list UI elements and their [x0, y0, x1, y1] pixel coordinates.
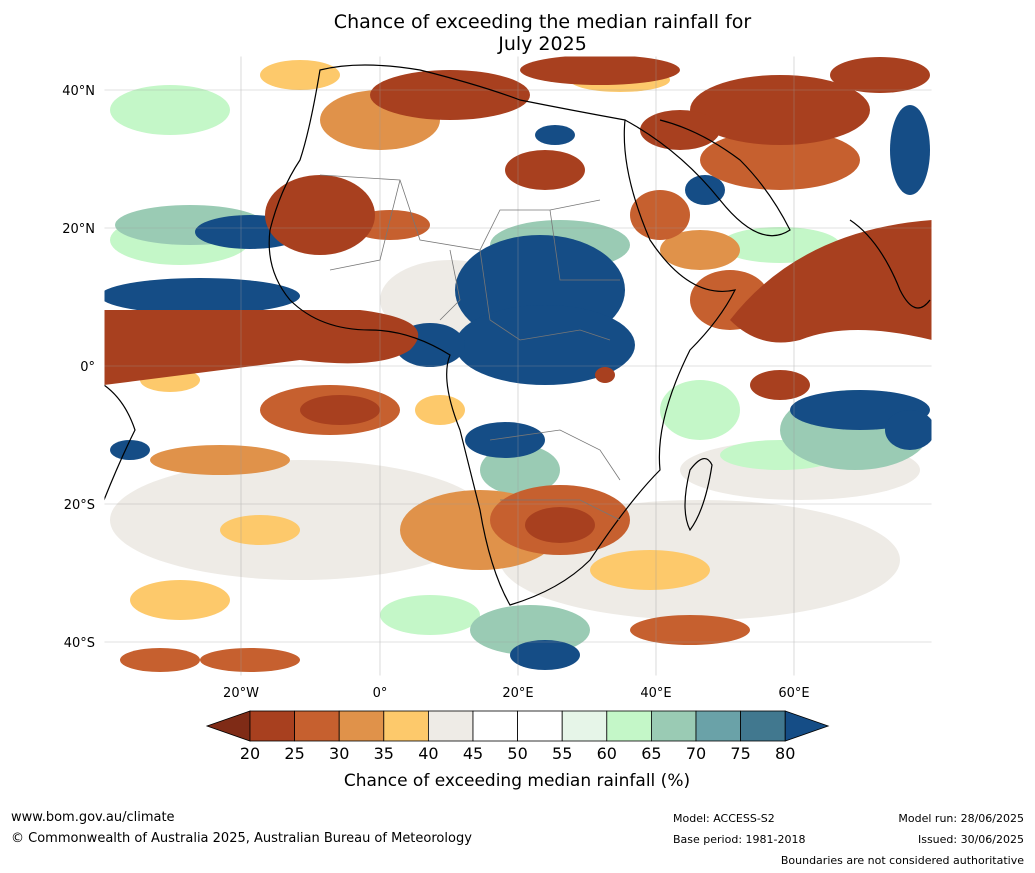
colorbar-tick-label: 40	[418, 744, 438, 763]
wet-strong-zones	[104, 105, 932, 670]
colorbar-tick-label: 60	[597, 744, 617, 763]
colorbar-bin	[472, 710, 518, 742]
colorbar-tick-label: 45	[463, 744, 483, 763]
colorbar-tick-label: 20	[240, 744, 260, 763]
colorbar-tick-label: 75	[730, 744, 750, 763]
latitude-labels: 40°N 20°N 0° 20°S 40°S	[62, 84, 95, 651]
colorbar-bin	[651, 710, 697, 742]
colorbar-tick-label: 70	[686, 744, 706, 763]
colorbar-extend-low	[205, 710, 251, 742]
base-period: Base period: 1981-2018	[673, 833, 806, 846]
website-link[interactable]: www.bom.gov.au/climate	[11, 810, 175, 825]
lat-label: 20°S	[64, 498, 95, 513]
lon-label: 20°W	[223, 686, 259, 701]
copyright-text: © Commonwealth of Australia 2025, Austra…	[11, 831, 472, 846]
colorbar-bin	[427, 710, 474, 742]
colorbar-label: Chance of exceeding median rainfall (%)	[344, 771, 690, 791]
colorbar-tick-label: 55	[552, 744, 572, 763]
lon-label: 0°	[373, 686, 388, 701]
colorbar-bin	[517, 710, 563, 742]
colorbar-bin	[294, 710, 340, 742]
colorbar-bin	[338, 710, 385, 742]
map-panel	[104, 56, 932, 676]
lat-label: 40°N	[62, 84, 95, 99]
colorbar-bin	[249, 710, 295, 742]
colorbar-tick-label: 50	[507, 744, 527, 763]
boundaries-note: Boundaries are not considered authoritat…	[780, 854, 1024, 867]
issued-date: Issued: 30/06/2025	[917, 833, 1024, 846]
colorbar: 20 25 30 35 40 45 50 55 60 65 70 75 80	[205, 710, 830, 763]
map-title-line2: July 2025	[498, 33, 587, 55]
model-name: Model: ACCESS-S2	[673, 812, 775, 825]
lat-label: 0°	[80, 360, 95, 375]
colorbar-bin	[695, 710, 741, 742]
lon-label: 20°E	[502, 686, 533, 701]
country-borders	[319, 174, 621, 521]
lat-label: 40°S	[64, 636, 95, 651]
lat-label: 20°N	[62, 222, 95, 237]
lon-label: 40°E	[640, 686, 671, 701]
coastlines	[104, 64, 931, 606]
colorbar-bin	[740, 710, 786, 742]
colorbar-bin	[383, 710, 429, 742]
map-gridlines	[104, 56, 932, 676]
dry-medium-zones	[120, 130, 860, 672]
longitude-labels: 20°W 0° 20°E 40°E 60°E	[223, 686, 810, 701]
map-frame	[103, 55, 933, 677]
colorbar-tick-label: 30	[329, 744, 349, 763]
colorbar-extend-high	[784, 710, 830, 742]
colorbar-tick-label: 35	[374, 744, 394, 763]
lon-label: 60°E	[778, 686, 809, 701]
colorbar-bin	[606, 710, 652, 742]
colorbar-bin	[561, 710, 608, 742]
colorbar-tick-label: 65	[641, 744, 661, 763]
model-run-date: Model run: 28/06/2025	[898, 812, 1024, 825]
colorbar-tick-label: 25	[284, 744, 304, 763]
map-title-line1: Chance of exceeding the median rainfall …	[333, 11, 752, 33]
colorbar-tick-label: 80	[775, 744, 795, 763]
